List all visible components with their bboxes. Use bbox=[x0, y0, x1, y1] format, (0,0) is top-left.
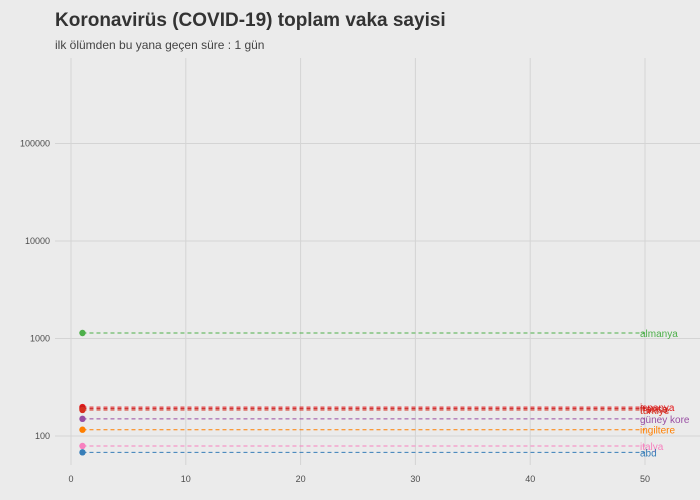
y-tick-label: 10000 bbox=[25, 236, 50, 246]
data-point bbox=[79, 415, 86, 423]
x-tick-label: 40 bbox=[525, 474, 535, 484]
y-tick-label: 1000 bbox=[30, 334, 50, 344]
series-label: italya bbox=[640, 442, 664, 453]
series-group bbox=[79, 329, 645, 456]
series-label: almanya bbox=[640, 329, 678, 340]
data-point bbox=[79, 449, 86, 456]
series-label: fransa bbox=[640, 405, 668, 416]
x-tick-label: 50 bbox=[640, 474, 650, 484]
series-label: ingiltere bbox=[640, 426, 675, 437]
x-tick-label: 10 bbox=[181, 474, 191, 484]
data-point bbox=[79, 442, 86, 450]
series-label: abd bbox=[640, 448, 657, 459]
grid bbox=[55, 58, 700, 465]
chart-subtitle: ilk ölümden bu yana geçen süre : 1 gün bbox=[55, 38, 265, 52]
tick-labels: 0 10 20 30 40 50 100 1000 10000 100000 bbox=[20, 139, 650, 485]
data-point bbox=[79, 426, 86, 433]
x-tick-label: 20 bbox=[296, 474, 306, 484]
series-label: güney kore bbox=[640, 415, 690, 426]
chart-title: Koronavirüs (COVID-19) toplam vaka sayis… bbox=[55, 10, 446, 31]
x-tick-label: 30 bbox=[410, 474, 420, 484]
x-tick-label: 0 bbox=[68, 474, 73, 484]
series-label: türkiye bbox=[640, 406, 670, 417]
data-point bbox=[79, 329, 86, 337]
data-point bbox=[79, 406, 86, 414]
series-label: ispanya bbox=[640, 403, 675, 414]
y-tick-label: 100000 bbox=[20, 139, 50, 149]
y-tick-label: 100 bbox=[35, 431, 50, 441]
